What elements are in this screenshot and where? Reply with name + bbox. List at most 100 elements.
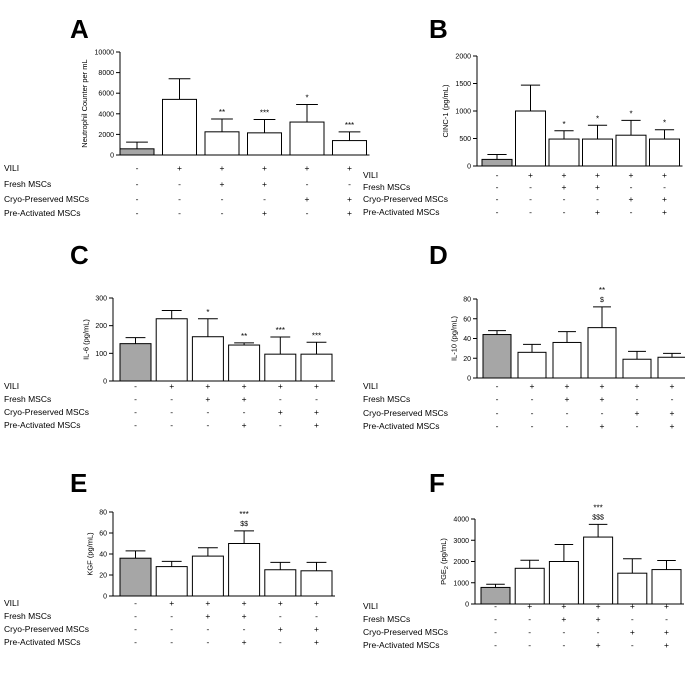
condition-sign: - bbox=[529, 182, 532, 192]
condition-sign: + bbox=[662, 170, 667, 180]
bar bbox=[332, 140, 367, 156]
condition-sign: + bbox=[314, 637, 319, 647]
panel-e: E 0 20 40 60 80 KGF (pg/mL) $$ *** VILI - + + + + + Fres… bbox=[4, 468, 335, 647]
condition-sign: + bbox=[664, 640, 669, 650]
condition-sign: - bbox=[494, 627, 497, 637]
condition-sign: - bbox=[136, 194, 139, 204]
condition-sign: - bbox=[178, 194, 181, 204]
condition-sign: - bbox=[178, 179, 181, 189]
y-tick-label: 60 bbox=[99, 531, 107, 538]
condition-sign: + bbox=[630, 627, 635, 637]
condition-sign: + bbox=[177, 163, 182, 173]
panel-a: A 0 2000 4000 6000 8000 10000 Neutrophil Counte… bbox=[4, 14, 370, 218]
condition-sign: - bbox=[496, 394, 499, 404]
bar bbox=[552, 341, 582, 379]
condition-sign: - bbox=[528, 640, 531, 650]
y-tick-label: 2000 bbox=[98, 132, 114, 139]
condition-sign: - bbox=[279, 611, 282, 621]
condition-sign: + bbox=[629, 194, 634, 204]
condition-sign: + bbox=[242, 420, 247, 430]
panel-letter: C bbox=[70, 240, 89, 270]
significance-label: *** bbox=[312, 331, 321, 340]
condition-sign: - bbox=[170, 394, 173, 404]
condition-sign: + bbox=[561, 601, 566, 611]
condition-sign: - bbox=[134, 624, 137, 634]
condition-sign: - bbox=[563, 194, 566, 204]
y-tick-label: 300 bbox=[95, 296, 107, 303]
condition-sign: + bbox=[242, 394, 247, 404]
y-tick-label: 0 bbox=[110, 153, 114, 160]
condition-sign: - bbox=[528, 627, 531, 637]
significance-label: *** bbox=[593, 503, 602, 512]
condition-sign: - bbox=[348, 179, 351, 189]
condition-sign: - bbox=[665, 614, 668, 624]
y-tick-label: 1000 bbox=[455, 109, 471, 116]
condition-sign: + bbox=[600, 394, 605, 404]
condition-sign: + bbox=[527, 601, 532, 611]
panel-letter: E bbox=[70, 468, 87, 498]
dollar-significance-label: $$ bbox=[240, 521, 248, 528]
condition-sign: + bbox=[635, 408, 640, 418]
condition-sign: - bbox=[496, 381, 499, 391]
condition-label: Cryo-Preserved MSCs bbox=[4, 624, 89, 634]
significance-label: *** bbox=[239, 510, 248, 519]
condition-sign: + bbox=[278, 598, 283, 608]
condition-sign: - bbox=[562, 627, 565, 637]
bar bbox=[228, 344, 261, 382]
condition-sign: - bbox=[221, 194, 224, 204]
significance-label: *** bbox=[345, 121, 354, 130]
condition-sign: - bbox=[496, 170, 499, 180]
y-tick-label: 6000 bbox=[98, 91, 114, 98]
condition-sign: - bbox=[531, 421, 534, 431]
condition-sign: - bbox=[134, 637, 137, 647]
y-tick-label: 40 bbox=[99, 552, 107, 559]
condition-sign: + bbox=[347, 194, 352, 204]
bar bbox=[587, 327, 617, 379]
bar bbox=[228, 543, 261, 597]
condition-sign: - bbox=[315, 611, 318, 621]
bar bbox=[300, 353, 333, 382]
condition-sign: + bbox=[169, 598, 174, 608]
bar bbox=[191, 555, 224, 597]
bar bbox=[617, 572, 648, 605]
y-tick-label: 0 bbox=[103, 594, 107, 601]
significance-label: * bbox=[562, 120, 565, 129]
bar bbox=[514, 567, 545, 605]
y-tick-label: 8000 bbox=[98, 70, 114, 77]
bar bbox=[515, 110, 546, 167]
condition-sign: - bbox=[496, 182, 499, 192]
condition-sign: - bbox=[531, 394, 534, 404]
condition-sign: - bbox=[562, 640, 565, 650]
bar bbox=[481, 158, 513, 167]
condition-sign: + bbox=[595, 170, 600, 180]
condition-sign: - bbox=[136, 179, 139, 189]
condition-sign: + bbox=[242, 381, 247, 391]
panel-d: D 0 20 40 60 80 IL-10 (pg/mL) $ ** VILI - + + + + + Fres… bbox=[363, 240, 685, 431]
bar bbox=[548, 561, 579, 605]
y-axis-label: IL-6 (pg/mL) bbox=[81, 319, 90, 360]
condition-sign: - bbox=[206, 407, 209, 417]
y-axis-label-text: PGE bbox=[439, 569, 448, 585]
y-tick-label: 20 bbox=[99, 573, 107, 580]
y-axis-label: IL-10 (pg/mL) bbox=[450, 315, 459, 361]
y-tick-label: 2000 bbox=[453, 559, 469, 566]
y-tick-label: 4000 bbox=[453, 517, 469, 524]
condition-sign: + bbox=[314, 381, 319, 391]
y-tick-label: 60 bbox=[463, 316, 471, 323]
condition-sign: + bbox=[561, 614, 566, 624]
condition-sign: - bbox=[170, 420, 173, 430]
condition-label: Fresh MSCs bbox=[4, 179, 51, 189]
significance-label: * bbox=[629, 109, 632, 118]
bar bbox=[119, 557, 152, 597]
condition-label: Fresh MSCs bbox=[363, 182, 410, 192]
condition-sign: + bbox=[664, 627, 669, 637]
significance-label: * bbox=[596, 114, 599, 123]
condition-sign: + bbox=[242, 598, 247, 608]
y-tick-label: 20 bbox=[463, 356, 471, 363]
condition-sign: - bbox=[496, 408, 499, 418]
y-axis-label: CINC-1 (pg/mL) bbox=[441, 84, 450, 137]
condition-sign: + bbox=[314, 407, 319, 417]
bar bbox=[119, 148, 155, 156]
